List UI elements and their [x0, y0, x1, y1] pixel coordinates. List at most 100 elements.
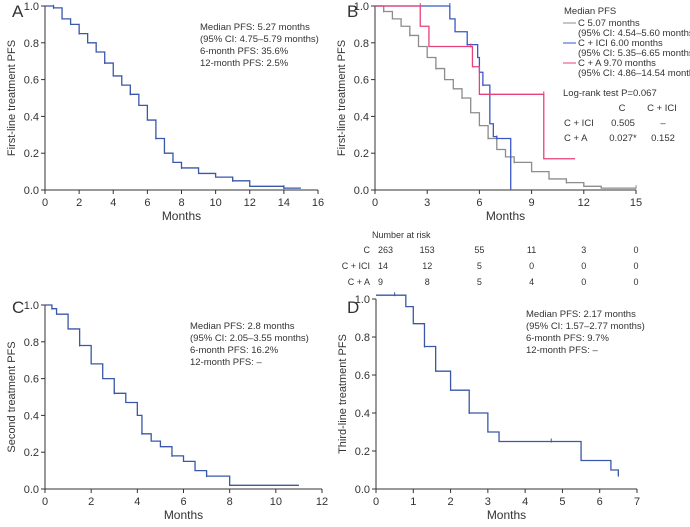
x-tick-label: 0 [372, 197, 378, 209]
y-axis-label: First-line treatment PFS [336, 40, 348, 156]
km-curve [375, 5, 636, 189]
x-tick-label: 10 [210, 197, 222, 209]
risk-count: 153 [420, 245, 435, 255]
risk-row-label: C [364, 245, 371, 255]
x-axis-label: Months [487, 508, 526, 522]
y-axis-label: Third-line treatment PFS [337, 334, 349, 454]
y-tick-label: 0.4 [354, 111, 369, 123]
x-tick-label: 6 [597, 496, 603, 508]
risk-count: 4 [529, 277, 534, 287]
x-tick-label: 15 [630, 197, 642, 209]
x-tick-label: 12 [244, 197, 256, 209]
annotation: Median PFS: 2.8 months [190, 321, 295, 332]
y-axis-label: Second treatment PFS [6, 341, 18, 452]
risk-count: 55 [474, 245, 484, 255]
km-curve [375, 5, 512, 190]
y-tick-label: 0.2 [355, 446, 370, 458]
risk-count: 3 [581, 245, 586, 255]
y-tick-label: 0.2 [24, 148, 39, 160]
risk-count: 14 [378, 261, 388, 271]
risk-count: 0 [633, 261, 638, 271]
legend-ci: (95% CI: 4.54–5.60 months) [578, 28, 690, 39]
y-tick-label: 0.4 [24, 111, 39, 123]
logrank-p: 0.152 [651, 133, 675, 144]
risk-count: 263 [378, 245, 393, 255]
y-tick-label: 1.0 [355, 294, 370, 306]
x-tick-label: 4 [134, 496, 140, 508]
risk-count: 8 [425, 277, 430, 287]
y-tick-label: 0.8 [355, 332, 370, 344]
annotation: 12-month PFS: – [190, 357, 263, 368]
x-tick-label: 6 [476, 197, 482, 209]
x-tick-label: 10 [270, 496, 282, 508]
risk-count: 0 [581, 277, 586, 287]
risk-count: 0 [633, 245, 638, 255]
risk-title: Number at risk [372, 230, 431, 240]
y-tick-label: 0.2 [24, 447, 39, 459]
y-tick-label: 0.0 [24, 185, 39, 197]
x-tick-label: 9 [529, 197, 535, 209]
x-axis-label: Months [486, 209, 525, 223]
y-tick-label: 0.2 [354, 148, 369, 160]
legend-label: C 5.07 months [578, 18, 640, 29]
panel-C: C 0 2 4 6 8 10 12 0.0 0.2 0.4 0.6 0.8 1.0 Months Second… [6, 298, 328, 522]
y-tick-label: 1.0 [24, 300, 39, 312]
panel-label: B [347, 2, 358, 21]
risk-count: 5 [477, 277, 482, 287]
x-tick-label: 2 [76, 197, 82, 209]
panel-label: A [12, 2, 24, 21]
y-tick-label: 0.0 [354, 185, 369, 197]
km-curve [45, 304, 299, 486]
x-tick-label: 4 [522, 496, 528, 508]
x-tick-label: 3 [424, 197, 430, 209]
km-curve [376, 294, 620, 476]
y-tick-label: 0.8 [24, 38, 39, 50]
risk-row-label: C + A [348, 277, 370, 287]
y-tick-label: 0.6 [24, 374, 39, 386]
y-tick-label: 0.6 [354, 75, 369, 87]
risk-count: 5 [477, 261, 482, 271]
x-tick-label: 0 [42, 496, 48, 508]
annotation: 12-month PFS: – [526, 345, 599, 356]
legend-ci: (95% CI: 4.86–14.54 months) [578, 68, 690, 79]
x-tick-label: 0 [42, 197, 48, 209]
y-tick-label: 0.4 [355, 408, 370, 420]
annotation: (95% CI: 2.05–3.55 months) [190, 333, 309, 344]
panel-label: C [12, 298, 24, 317]
annotation: (95% CI: 4.75–5.79 months) [200, 34, 319, 45]
y-tick-label: 0.8 [354, 38, 369, 50]
logrank-p: 0.027* [609, 133, 637, 144]
x-tick-label: 12 [316, 496, 328, 508]
legend-title: Median PFS [564, 6, 616, 17]
logrank-row-label: C + ICI [564, 118, 594, 129]
y-tick-label: 0.4 [24, 410, 39, 422]
annotation: 6-month PFS: 35.6% [200, 46, 289, 57]
logrank-p: 0.505 [611, 118, 635, 129]
risk-count: 0 [633, 277, 638, 287]
risk-count: 12 [422, 261, 432, 271]
risk-count: 11 [527, 245, 536, 255]
logrank-title: Log-rank test P=0.067 [563, 88, 657, 99]
x-tick-label: 2 [88, 496, 94, 508]
x-tick-label: 4 [110, 197, 116, 209]
x-tick-label: 0 [373, 496, 379, 508]
y-tick-label: 0.8 [24, 337, 39, 349]
x-axis-label: Months [164, 508, 203, 522]
annotation: (95% CI: 1.57–2.77 months) [526, 321, 645, 332]
risk-count: 0 [529, 261, 534, 271]
x-tick-label: 6 [180, 496, 186, 508]
logrank-row-label: C + A [564, 133, 588, 144]
km-curve [45, 5, 301, 189]
x-axis-label: Months [162, 209, 201, 223]
y-tick-label: 0.0 [24, 484, 39, 496]
annotation: 12-month PFS: 2.5% [200, 58, 289, 69]
x-tick-label: 5 [559, 496, 565, 508]
x-tick-label: 14 [278, 197, 290, 209]
y-tick-label: 0.6 [355, 370, 370, 382]
risk-count: 9 [378, 277, 383, 287]
y-tick-label: 1.0 [354, 1, 369, 13]
panel-A: A 0 2 4 6 8 10 12 14 16 0.0 0.2 0.4 0.6 0.8 1.0 Months Fi… [6, 1, 324, 223]
y-tick-label: 1.0 [24, 1, 39, 13]
logrank-col: C + ICI [647, 103, 677, 114]
x-tick-label: 1 [410, 496, 416, 508]
